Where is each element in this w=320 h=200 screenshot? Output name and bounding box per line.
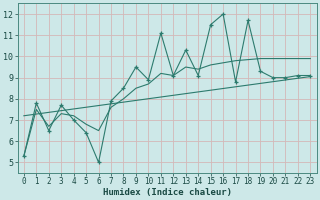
X-axis label: Humidex (Indice chaleur): Humidex (Indice chaleur) xyxy=(103,188,232,197)
